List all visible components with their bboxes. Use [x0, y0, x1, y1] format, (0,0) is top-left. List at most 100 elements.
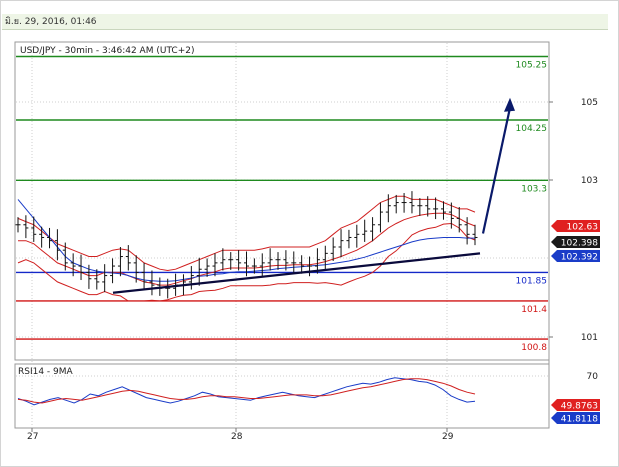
- price-bar-51: [417, 198, 423, 216]
- rsi-line-1: [17, 378, 476, 404]
- price-bar-46: [377, 202, 383, 233]
- price-bar-2: [31, 216, 37, 242]
- price-bar-44: [362, 219, 368, 242]
- x-tick-label-1: 28: [231, 432, 243, 442]
- price-bar-9: [86, 264, 92, 289]
- x-axis-ticks: 27 28 29: [27, 428, 454, 442]
- badge-last-price-shape: [551, 236, 600, 248]
- price-bar-43: [354, 224, 360, 248]
- price-bar-50: [409, 191, 415, 214]
- price-bar-5: [54, 229, 60, 261]
- price-bar-56: [456, 206, 462, 233]
- price-bar-30: [251, 258, 257, 274]
- price-bar-38: [314, 248, 320, 274]
- price-bar-55: [448, 202, 454, 229]
- price-bar-47: [385, 194, 391, 223]
- price-bar-7: [70, 253, 76, 277]
- rsi-title: RSI14 - 9MA: [18, 367, 74, 377]
- price-bar-33: [275, 252, 281, 270]
- price-bar-24: [204, 258, 210, 277]
- price-bar-52: [425, 196, 431, 217]
- price-bar-35: [291, 251, 297, 274]
- price-bar-49: [401, 193, 407, 213]
- projection-arrow-head: [504, 97, 515, 112]
- x-tick-label-0: 27: [27, 432, 38, 442]
- badge-rsi-ma: 49.8763: [551, 399, 600, 412]
- badge-upper-band: 102.63: [551, 220, 600, 233]
- badge-ma-shape: [551, 250, 600, 262]
- price-bar-57: [464, 217, 470, 245]
- series-line-3: [17, 222, 476, 302]
- badge-ma: 102.392: [551, 250, 600, 263]
- price-bar-11: [102, 264, 108, 293]
- badge-last-price-text: 102.398: [561, 239, 598, 249]
- price-bar-48: [393, 194, 399, 214]
- horizontal-levels: 105.25 104.25 103.3 101.85 101.4 100.8: [16, 55, 548, 353]
- level-label-3: 101.85: [516, 276, 548, 286]
- main-chart-title: USD/JPY - 30min - 3:46:42 AM (UTC+2): [20, 46, 194, 56]
- badge-rsi-text: 41.8118: [561, 415, 598, 425]
- price-bar-22: [188, 266, 194, 290]
- main-plot-area: [14, 41, 550, 361]
- price-bar-0: [15, 217, 21, 233]
- price-bar-3: [39, 226, 45, 248]
- annotations: [112, 97, 515, 294]
- price-bar-13: [117, 247, 123, 277]
- price-bar-53: [433, 197, 439, 220]
- level-label-5: 100.8: [521, 343, 547, 353]
- price-bar-28: [236, 250, 242, 271]
- y-axis-ticks: 105 103 101 70: [549, 98, 598, 382]
- price-bar-58: [472, 224, 478, 246]
- badge-last-price: 102.398: [551, 236, 600, 249]
- price-bar-10: [94, 269, 100, 290]
- price-bar-14: [125, 245, 131, 271]
- price-bars: [15, 191, 478, 299]
- badge-rsi-shape: [551, 412, 600, 424]
- badge-ma-text: 102.392: [561, 253, 598, 263]
- projection-arrow-shaft: [481, 107, 512, 234]
- level-label-2: 103.3: [521, 184, 547, 194]
- price-bar-4: [47, 227, 53, 249]
- price-bar-19: [165, 278, 171, 299]
- price-bar-40: [330, 237, 336, 261]
- price-bar-37: [307, 256, 313, 277]
- badge-rsi-ma-text: 49.8763: [561, 402, 598, 412]
- badge-upper-band-shape: [551, 220, 600, 232]
- price-bar-31: [259, 253, 265, 277]
- level-label-4: 101.4: [521, 305, 547, 315]
- price-bar-15: [133, 255, 139, 283]
- y-tick-label-1: 103: [581, 176, 598, 186]
- price-bar-16: [141, 262, 147, 290]
- y-tick-label-0: 105: [581, 98, 598, 108]
- grid: [16, 43, 548, 427]
- price-bar-12: [110, 258, 116, 284]
- price-bar-23: [196, 257, 202, 286]
- price-bar-42: [346, 229, 352, 249]
- price-bar-34: [283, 250, 289, 271]
- price-bar-6: [62, 242, 68, 271]
- x-tick-label-2: 29: [442, 432, 454, 442]
- price-bar-54: [440, 201, 446, 220]
- price-bar-32: [267, 248, 273, 271]
- date-header: มิ.ย. 29, 2016, 01:46: [2, 14, 608, 30]
- price-bar-1: [23, 215, 29, 239]
- price-bar-41: [338, 229, 344, 258]
- badge-rsi-ma-shape: [551, 399, 600, 411]
- price-bar-39: [322, 245, 328, 270]
- price-bar-45: [370, 217, 376, 242]
- level-label-0: 105.25: [516, 61, 548, 71]
- price-badges: 102.63 102.398 102.392 49.8763 41.8118: [551, 220, 600, 425]
- y-tick-label-2: 101: [581, 333, 598, 343]
- rsi-lines: [17, 377, 476, 406]
- price-bar-36: [299, 255, 305, 274]
- price-bar-8: [78, 254, 84, 281]
- level-label-1: 104.25: [516, 124, 548, 134]
- price-bar-25: [212, 253, 218, 277]
- badge-rsi: 41.8118: [551, 412, 600, 425]
- trend-line: [112, 252, 481, 294]
- series-line-2: [17, 195, 476, 272]
- price-bar-17: [149, 270, 155, 296]
- price-bar-27: [228, 252, 234, 270]
- price-bar-29: [244, 251, 249, 277]
